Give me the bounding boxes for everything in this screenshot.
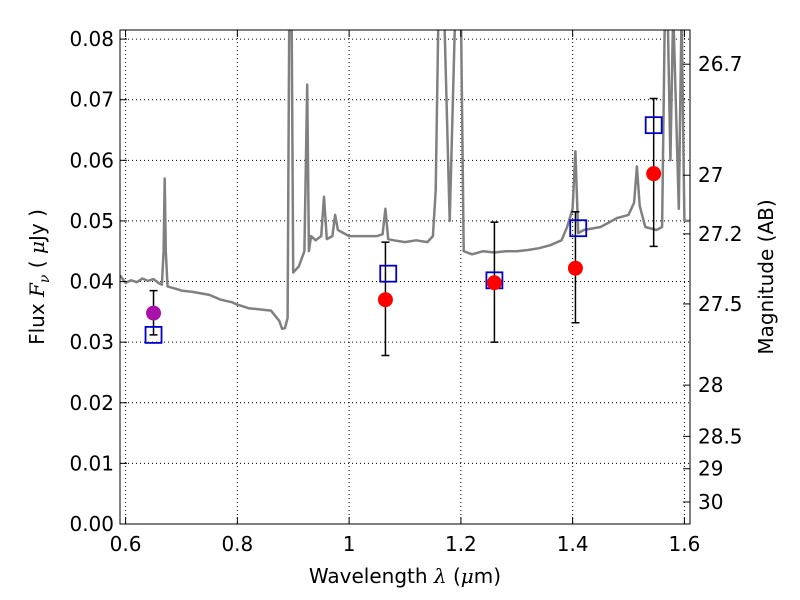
y-tick-label: 0.07 <box>69 88 114 112</box>
y2-axis-label: Magnitude (AB) <box>754 199 778 354</box>
y-tick-label: 0.02 <box>69 391 114 415</box>
observed-point <box>146 305 162 321</box>
y2-tick-label: 27.5 <box>698 292 743 316</box>
y-tick-label: 0.08 <box>69 27 114 51</box>
y2-tick-label: 28 <box>698 373 723 397</box>
x-axis-label: Wavelength λ (μm) <box>309 564 501 588</box>
model-square-marker <box>644 116 663 135</box>
spectrum-line <box>120 30 690 331</box>
x-tick-label: 1.4 <box>557 532 589 556</box>
x-tick-label: 0.8 <box>221 532 253 556</box>
plot-frame <box>119 29 691 525</box>
y-tick-label: 0.04 <box>69 270 114 294</box>
model-square-marker <box>379 264 398 283</box>
y-axis-label: Flux Fν ( μJy ) <box>25 209 53 345</box>
x-tick-label: 0.6 <box>110 532 142 556</box>
y2-tick-label: 28.5 <box>698 424 743 448</box>
y-tick-label: 0.05 <box>69 209 114 233</box>
y-tick-label: 0.00 <box>69 512 114 536</box>
model-square-marker <box>144 325 163 344</box>
x-tick-label: 1.2 <box>445 532 477 556</box>
observed-point <box>377 292 393 308</box>
y-tick-label: 0.03 <box>69 330 114 354</box>
x-tick-label: 1.6 <box>669 532 701 556</box>
observed-point <box>646 166 662 182</box>
observed-point <box>567 260 583 276</box>
y-tick-label: 0.06 <box>69 148 114 172</box>
model-square-marker <box>569 219 588 238</box>
y2-tick-label: 30 <box>698 490 723 514</box>
y2-tick-label: 26.7 <box>698 52 743 76</box>
observed-point <box>486 275 502 291</box>
y2-tick-label: 27 <box>698 163 723 187</box>
plot-area <box>120 30 690 357</box>
y2-tick-label: 29 <box>698 457 723 481</box>
axes-ticks: 0.6 0.8 1 1.2 1.4 1.6 0.00 0.01 0.02 0.03 0.04 0.05… <box>69 27 742 556</box>
y2-tick-label: 27.2 <box>698 222 743 246</box>
x-tick-label: 1 <box>343 532 356 556</box>
y-tick-label: 0.01 <box>69 451 114 475</box>
